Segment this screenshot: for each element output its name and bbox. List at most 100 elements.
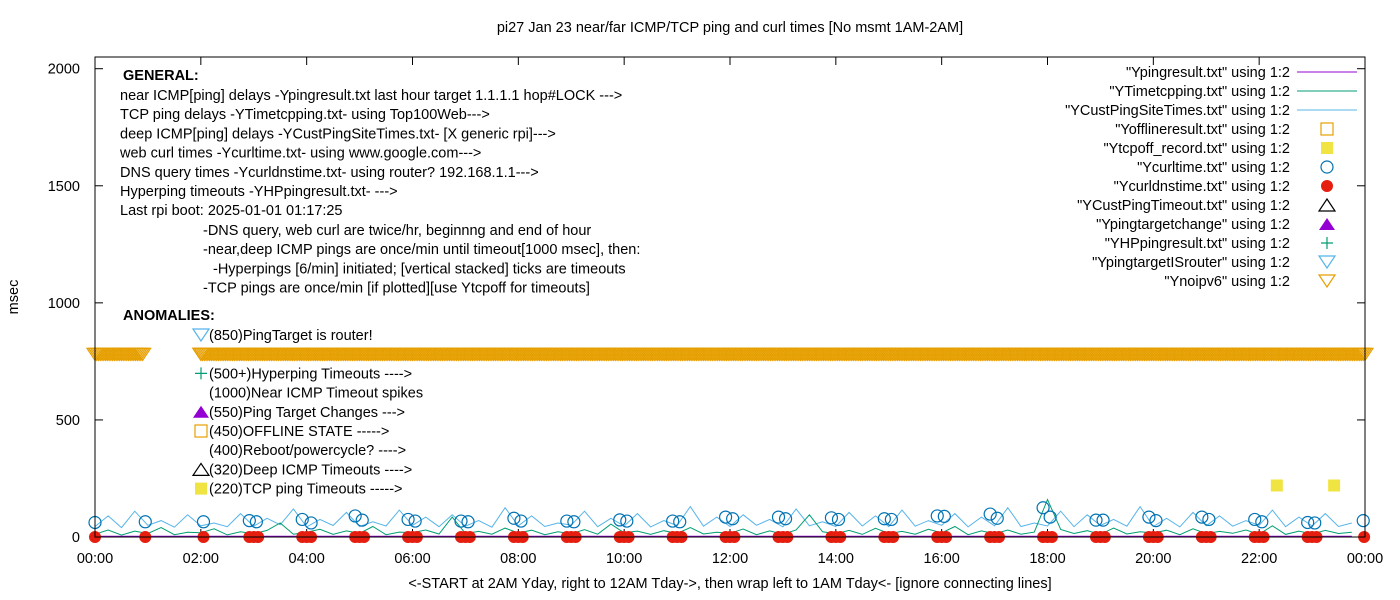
legend: "Ypingresult.txt" using 1:2 "YTimetcpping… [1065, 65, 1357, 290]
point-Ycurltime [771, 510, 786, 524]
point-Ycurltime [1043, 510, 1057, 524]
point-Ycurltime [877, 512, 891, 526]
series-YCustPingSiteTimes [94, 505, 1352, 529]
point-Ynoipv6 [133, 347, 152, 362]
point-Ycurltime [348, 509, 362, 523]
point-Ytcpoff_record [1328, 479, 1341, 492]
y-tick-label: 500 [56, 413, 80, 429]
point-Ycurltime [1142, 510, 1156, 524]
x-tick-label: 22:00 [1241, 551, 1277, 567]
anomaly-label: (1000)Near ICMP Timeout spikes [209, 386, 423, 402]
point-Ycurltime [620, 514, 634, 528]
legend-symbol-open-square-icon [1320, 122, 1334, 136]
point-Ycurltime [937, 509, 951, 523]
point-Ycurltime [355, 513, 369, 527]
point-Ycurltime [454, 514, 468, 528]
legend-label: "Ytcpoff_record.txt" using 1:2 [1103, 141, 1290, 157]
point-Ycurltime [983, 507, 997, 521]
y-tick-label: 2000 [48, 62, 80, 78]
point-Ycurltime [673, 515, 687, 529]
y-tick-label: 1500 [48, 179, 80, 195]
axes: 00:00 02:00 04:00 06:00 08:00 10:00 12:00 14:00… [48, 57, 1383, 567]
point-Ycurltime [1036, 501, 1050, 515]
anomaly-label: (220)TCP ping Timeouts -----> [209, 482, 403, 498]
point-Ycurltime [242, 514, 256, 528]
point-Ycurltime [824, 511, 839, 525]
note-line: -DNS query, web curl are twice/hr, begin… [203, 223, 591, 239]
point-Ycurltime [1248, 512, 1262, 527]
legend-symbol-filled-square-icon [1321, 142, 1333, 154]
anomaly-label: (500+)Hyperping Timeouts ----> [209, 366, 412, 382]
legend-symbol-open-circle-icon [1320, 160, 1334, 174]
point-Ycurltime [884, 512, 898, 527]
point-Ycurltime [718, 510, 733, 524]
point-Ycurltime [930, 509, 944, 523]
note-line: -near,deep ICMP pings are once/min until… [203, 242, 640, 258]
general-line: TCP ping delays -YTimetcpping.txt- using… [120, 107, 490, 123]
general-line: near ICMP[ping] delays -Ypingresult.txt … [120, 88, 622, 104]
annotations: GENERAL: near ICMP[ping] delays -Ypingres… [119, 68, 640, 498]
point-Ycurltime [304, 516, 318, 530]
y-tick-label: 0 [72, 530, 80, 546]
legend-label: "YCustPingTimeout.txt" using 1:2 [1077, 198, 1290, 214]
point-Ycurltime [1308, 516, 1322, 530]
anomaly-label: (450)OFFLINE STATE -----> [209, 424, 389, 440]
x-tick-label: 08:00 [500, 551, 536, 567]
point-Ycurltime [408, 514, 422, 528]
general-heading: GENERAL: [123, 68, 199, 84]
legend-label: "Ycurldnstime.txt" using 1:2 [1114, 179, 1290, 195]
note-line: -Hyperpings [6/min] initiated; [vertical… [213, 261, 626, 277]
general-line: Hyperping timeouts -YHPpingresult.txt- -… [120, 184, 398, 200]
point-Ycurltime [1149, 514, 1163, 528]
anomaly-label: (320)Deep ICMP Timeouts ----> [209, 462, 412, 478]
point-Ycurltime [1356, 514, 1370, 528]
point-Ycurltime [138, 515, 152, 529]
x-tick-label: 20:00 [1135, 551, 1171, 567]
anomalies-heading: ANOMALIES: [123, 308, 215, 324]
legend-label: "Ycurltime.txt" using 1:2 [1137, 160, 1290, 176]
legend-label: "YHPpingresult.txt" using 1:2 [1105, 236, 1290, 252]
point-Ycurltime [249, 515, 263, 529]
anomaly-symbol-open-square-icon [194, 424, 208, 438]
plot-border [94, 56, 1366, 538]
point-Ycurltime [196, 515, 211, 529]
point-Ycurltime [726, 512, 740, 526]
general-line: deep ICMP[ping] delays -YCustPingSiteTim… [120, 126, 556, 142]
x-tick-label: 12:00 [712, 551, 748, 567]
x-tick-label: 18:00 [1029, 551, 1065, 567]
legend-symbol-filled-circle-icon [1321, 180, 1333, 192]
point-Ytcpoff_record [1270, 479, 1283, 492]
point-Ycurltime [295, 512, 309, 527]
legend-symbol-filled-triangle-up-icon [1319, 218, 1335, 230]
series-YTimetcpping [94, 498, 1352, 536]
anomaly-symbol-open-triangle-down-icon [191, 328, 211, 343]
anomaly-label: (400)Reboot/powercycle? ----> [209, 443, 406, 459]
legend-label: "Ynoipv6" using 1:2 [1164, 274, 1290, 290]
point-Ycurltime [1255, 515, 1269, 529]
anomaly-label: (550)Ping Target Changes ---> [209, 405, 405, 421]
point-Ycurltime [1202, 512, 1216, 527]
point-Ycurltime [560, 514, 574, 528]
series [85, 347, 1375, 543]
legend-label: "YCustPingSiteTimes.txt" using 1:2 [1065, 103, 1290, 119]
point-Ycurltime [1195, 510, 1209, 524]
legend-label: "Yofflineresult.txt" using 1:2 [1115, 122, 1290, 138]
point-Ycurltime [1096, 513, 1110, 527]
x-tick-label: 06:00 [394, 551, 430, 567]
chart-title: pi27 Jan 23 near/far ICMP/TCP ping and c… [497, 20, 963, 36]
legend-symbol-open-triangle-down-icon [1317, 255, 1337, 270]
y-tick-label: 1000 [48, 296, 80, 312]
legend-label: "YTimetcpping.txt" using 1:2 [1109, 84, 1290, 100]
point-Ycurltime [613, 513, 627, 527]
x-axis-label: <-START at 2AM Yday, right to 12AM Tday-… [408, 576, 1051, 592]
legend-symbol-open-triangle-up-icon [1317, 197, 1337, 212]
general-line: Last rpi boot: 2025-01-01 01:17:25 [120, 203, 343, 219]
general-line: web curl times -Ycurltime.txt- using www… [119, 146, 481, 162]
legend-label: "Ypingresult.txt" using 1:2 [1126, 65, 1290, 81]
point-Ycurltime [567, 515, 581, 529]
anomaly-symbol-open-triangle-up-icon [191, 462, 211, 476]
anomaly-symbol-plus-icon [195, 367, 207, 380]
point-Ycurltime [831, 512, 846, 527]
anomaly-symbol-filled-square-icon [195, 482, 207, 495]
x-tick-label: 00:00 [1347, 551, 1383, 567]
